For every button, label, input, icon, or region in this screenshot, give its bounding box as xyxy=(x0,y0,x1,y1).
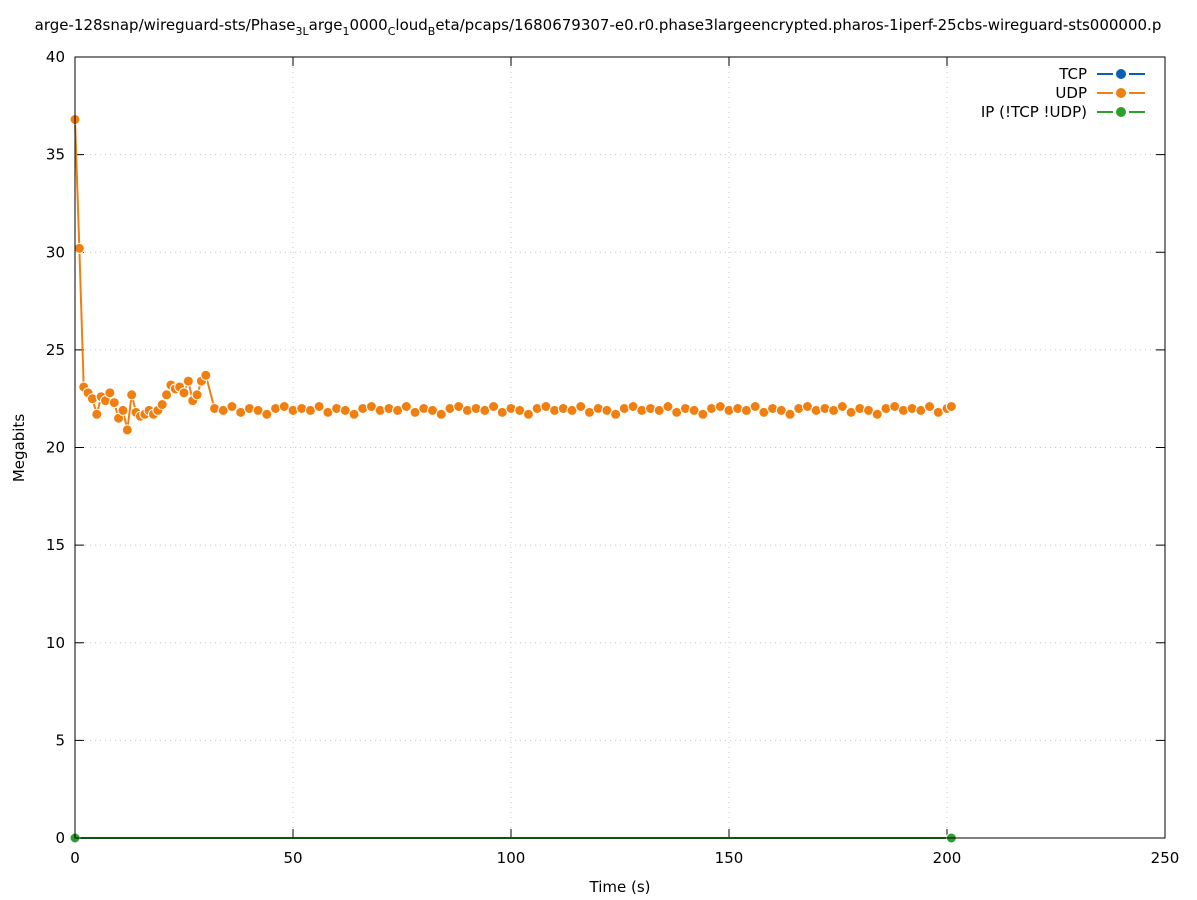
chart-title: arge-128snap/wireguard-sts/Phase3Large10… xyxy=(35,16,1162,38)
data-point xyxy=(313,400,325,412)
data-point xyxy=(749,400,761,412)
legend-marker xyxy=(1116,88,1126,98)
data-point xyxy=(697,408,709,420)
data-point xyxy=(836,400,848,412)
data-point xyxy=(126,389,138,401)
legend-label: IP (!TCP !UDP) xyxy=(981,103,1087,121)
x-axis-label: Time (s) xyxy=(589,878,651,896)
data-point xyxy=(226,400,238,412)
y-tick-label: 15 xyxy=(46,536,65,554)
plot-frame xyxy=(74,56,1166,839)
plot-area xyxy=(69,56,1166,844)
data-point xyxy=(261,408,273,420)
x-tick-label: 150 xyxy=(715,849,744,867)
data-point xyxy=(161,389,173,401)
title-part: loud xyxy=(395,16,427,34)
data-point xyxy=(945,400,957,412)
data-point xyxy=(104,387,116,399)
data-point xyxy=(435,408,447,420)
title-part: arge-128snap/wireguard-sts/Phase xyxy=(35,16,296,34)
title-part: 1 xyxy=(343,25,350,38)
y-tick-label: 30 xyxy=(46,243,65,261)
data-point xyxy=(662,400,674,412)
y-tick-label: 20 xyxy=(46,439,65,457)
x-tick-label: 100 xyxy=(497,849,526,867)
data-point xyxy=(117,404,129,416)
data-point xyxy=(610,408,622,420)
data-point xyxy=(400,400,412,412)
data-point xyxy=(182,375,194,387)
data-point xyxy=(178,387,190,399)
x-tick-label: 200 xyxy=(933,849,962,867)
data-point xyxy=(191,389,203,401)
title-part: 0000 xyxy=(350,16,388,34)
data-point xyxy=(156,399,168,411)
data-point xyxy=(108,397,120,409)
data-point xyxy=(121,424,133,436)
y-tick-label: 10 xyxy=(46,634,65,652)
y-axis-label: Megabits xyxy=(10,414,28,482)
data-point xyxy=(871,408,883,420)
y-tick-label: 0 xyxy=(55,829,65,847)
y-tick-label: 35 xyxy=(46,146,65,164)
data-point xyxy=(73,242,85,254)
title-part: arge xyxy=(309,16,343,34)
data-point xyxy=(924,400,936,412)
x-tick-label: 50 xyxy=(283,849,302,867)
y-tick-label: 5 xyxy=(55,731,65,749)
title-part: C xyxy=(388,25,396,38)
title-part: eta/pcaps/1680679307-e0.r0.phase3largeen… xyxy=(435,16,1161,34)
data-point xyxy=(348,408,360,420)
data-point xyxy=(91,408,103,420)
y-tick-label: 40 xyxy=(46,48,65,66)
data-point xyxy=(784,408,796,420)
x-tick-label: 250 xyxy=(1151,849,1180,867)
title-part: 3L xyxy=(296,25,310,38)
data-point xyxy=(200,369,212,381)
legend-marker xyxy=(1116,107,1126,117)
legend-label: UDP xyxy=(1055,84,1087,102)
data-point xyxy=(488,400,500,412)
legend-label: TCP xyxy=(1058,65,1087,83)
legend-marker xyxy=(1116,69,1126,79)
title-part: B xyxy=(428,25,436,38)
x-tick-label: 0 xyxy=(70,849,80,867)
y-tick-label: 25 xyxy=(46,341,65,359)
data-point xyxy=(575,400,587,412)
data-point xyxy=(522,408,534,420)
